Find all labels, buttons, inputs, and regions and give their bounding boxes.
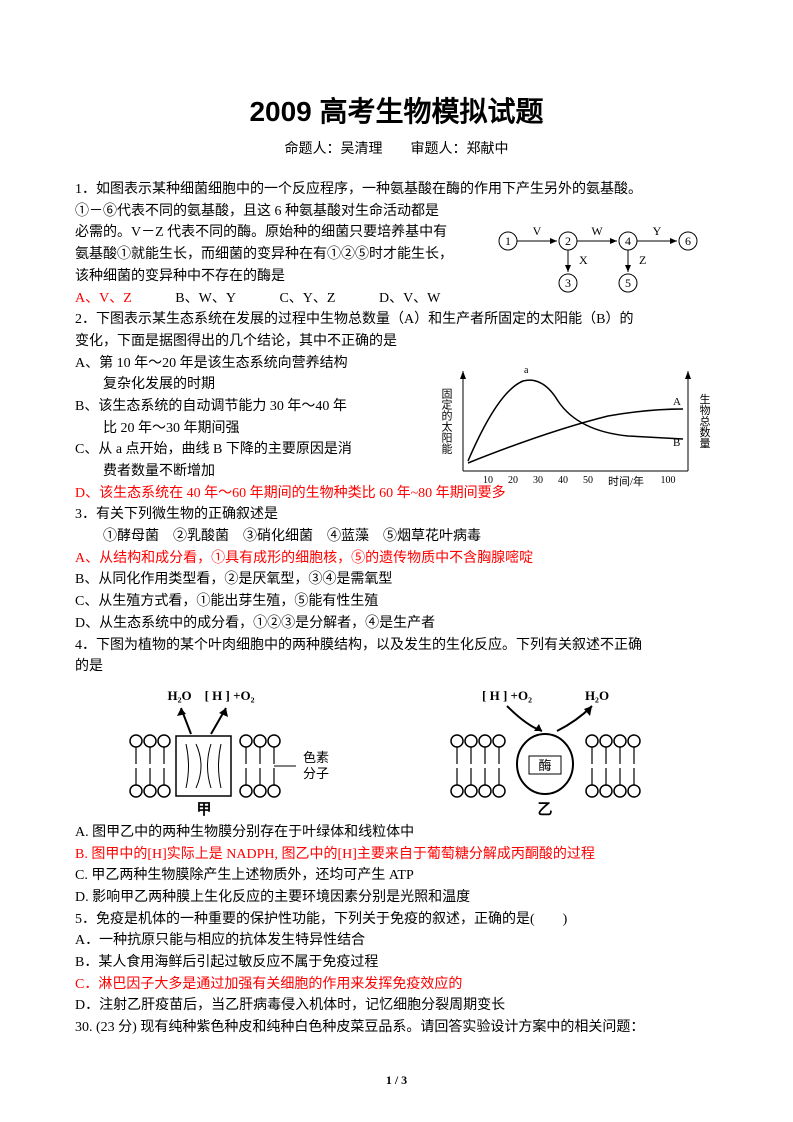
q1-stem-l5: 该种细菌的变异种中不存在的酶是: [75, 266, 460, 288]
q3-optB: B、从同化作用类型看，②是厌氧型，③④是需氧型: [75, 569, 718, 591]
q1-block: ①－⑥代表不同的氨基酸，且这 6 种氨基酸对生命活动都是 必需的。V－Z 代表不…: [75, 201, 718, 288]
q5-optB: B．某人食用海鲜后引起过敏反应不属于免疫过程: [75, 952, 718, 974]
q3-stem: 3．有关下列微生物的正确叙述是: [75, 504, 718, 526]
q30-stem: 30. (23 分) 现有纯种紫色种皮和纯种白色种皮菜豆品系。请回答实验设计方案…: [75, 1017, 718, 1039]
q4-optD: D. 影响甲乙两种膜上生化反应的主要环境因素分别是光照和温度: [75, 887, 718, 909]
q2-optB-l2: 比 20 年～30 年期间强: [75, 418, 375, 440]
q3-list: ①酵母菌 ②乳酸菌 ③硝化细菌 ④蓝藻 ⑤烟草花叶病毒: [75, 526, 718, 548]
yi-top-left: [ H ] +O₂: [482, 688, 532, 703]
q1-optA: A、V、Z: [75, 291, 132, 306]
svg-text:3: 3: [565, 276, 571, 290]
q5-optA: A．一种抗原只能与相应的抗体发生特异性结合: [75, 930, 718, 952]
svg-text:6: 6: [685, 234, 691, 248]
q5-optD: D．注射乙肝疫苗后，当乙肝病毒侵入机体时，记忆细胞分裂周期变长: [75, 995, 718, 1017]
chart-curve-A: A: [673, 396, 681, 408]
jia-caption: 甲: [196, 801, 211, 816]
q4-figures: H₂O [ H ] +O₂: [75, 686, 718, 816]
q3-optD: D、从生态系统中的成分看，①②③是分解者，④是生产者: [75, 613, 718, 635]
svg-text:40: 40: [558, 475, 568, 486]
svg-text:2: 2: [565, 234, 571, 248]
q2-block: 变化，下面是据图得出的几个结论，其中不正确的是 A、第 10 年～20 年是该生…: [75, 331, 718, 483]
edge-v-label: V: [533, 224, 542, 238]
svg-text:1: 1: [505, 234, 511, 248]
svg-text:100: 100: [661, 475, 676, 486]
chart-ylabel-left: 固定的太阳能: [440, 388, 453, 455]
q4-optC: C. 甲乙两种生物膜除产生上述物质外，还均可产生 ATP: [75, 865, 718, 887]
yi-caption: 乙: [538, 802, 553, 816]
q1-optB: B、W、Y: [175, 291, 236, 306]
q3-optA: A、从结构和成分看，①具有成形的细胞核，⑤的遗传物质中不含胸腺嘧啶: [75, 548, 718, 570]
jia-top-label: H₂O [ H ] +O₂: [167, 688, 254, 703]
chart-curve-B: B: [673, 437, 680, 449]
q1-reaction-diagram: 1 2 4 6 3 5 V W Y X Z: [493, 223, 718, 298]
q2-optA-l2: 复杂化发展的时期: [75, 374, 375, 396]
q4-optA: A. 图甲乙中的两种生物膜分别存在于叶绿体和线粒体中: [75, 822, 718, 844]
q5-stem: 5．免疫是机体的一种重要的保护性功能，下列关于免疫的叙述，正确的是( ): [75, 909, 718, 931]
page-title: 2009 高考生物模拟试题: [75, 90, 718, 133]
svg-text:4: 4: [625, 234, 631, 248]
page-footer: 1 / 3: [0, 1071, 793, 1090]
q4-fig-jia: H₂O [ H ] +O₂: [116, 686, 356, 816]
q5-optC: C．淋巴因子大多是通过加强有关细胞的作用来发挥免疫效应的: [75, 974, 718, 996]
edge-y-label: Y: [653, 224, 662, 238]
author-line: 命题人：吴清理 审题人：郑献中: [75, 139, 718, 161]
svg-text:20: 20: [508, 475, 518, 486]
q1-stem-l2: ①－⑥代表不同的氨基酸，且这 6 种氨基酸对生命活动都是: [75, 201, 460, 223]
q2-optC-l2: 费者数量不断增加: [75, 461, 375, 483]
yi-enzyme-label: 酶: [539, 758, 552, 773]
q1-optD: D、V、W: [379, 291, 440, 306]
chart-xlabel: 时间/年: [608, 474, 644, 488]
jia-side-l2: 分子: [303, 766, 329, 781]
svg-text:50: 50: [583, 475, 593, 486]
q2-stem-l2: 变化，下面是据图得出的几个结论，其中不正确的是: [75, 331, 718, 353]
q2-stem-l1: 2．下图表示某生态系统在发展的过程中生物总数量（A）和生产者所固定的太阳能（B）…: [75, 309, 718, 331]
q2-chart: 10 20 30 40 50 100 时间/年 固定的太阳能 生物总数量 a B…: [428, 361, 718, 491]
svg-text:10: 10: [483, 475, 493, 486]
svg-text:5: 5: [625, 276, 631, 290]
jia-side-l1: 色素: [303, 750, 329, 765]
q1-stem-l4: 氨基酸①就能生长，而细菌的变异种在有①②⑤时才能生长，: [75, 244, 460, 266]
chart-mark-a: a: [524, 365, 529, 376]
edge-x-label: X: [579, 253, 588, 267]
q2-optA-l1: A、第 10 年～20 年是该生态系统向营养结构: [75, 353, 375, 375]
q1-stem-l1: 1．如图表示某种细菌细胞中的一个反应程序，一种氨基酸在酶的作用下产生另外的氨基酸…: [75, 179, 718, 201]
chart-ylabel-right: 生物总数量: [698, 392, 711, 448]
edge-z-label: Z: [639, 253, 646, 267]
q4-optB: B. 图甲中的[H]实际上是 NADPH, 图乙中的[H]主要来自于葡萄糖分解成…: [75, 844, 718, 866]
edge-w-label: W: [591, 224, 603, 238]
q1-optC: C、Y、Z: [279, 291, 335, 306]
q2-optC-l1: C、从 a 点开始，曲线 B 下降的主要原因是消: [75, 439, 375, 461]
svg-text:30: 30: [533, 475, 543, 486]
exam-page: 2009 高考生物模拟试题 命题人：吴清理 审题人：郑献中 1．如图表示某种细菌…: [0, 0, 793, 1122]
q1-stem-l3: 必需的。V－Z 代表不同的酶。原始种的细菌只要培养基中有: [75, 222, 460, 244]
yi-top-right: H₂O: [585, 688, 609, 703]
q2-optB-l1: B、该生态系统的自动调节能力 30 年～40 年: [75, 396, 375, 418]
q4-stem-l1: 4．下图为植物的某个叶肉细胞中的两种膜结构，以及发生的生化反应。下列有关叙述不正…: [75, 635, 718, 657]
q4-fig-yi: [ H ] +O₂ H₂O: [437, 686, 677, 816]
q4-stem-l2: 的是: [75, 656, 718, 678]
q3-optC: C、从生殖方式看，①能出芽生殖，⑤能有性生殖: [75, 591, 718, 613]
